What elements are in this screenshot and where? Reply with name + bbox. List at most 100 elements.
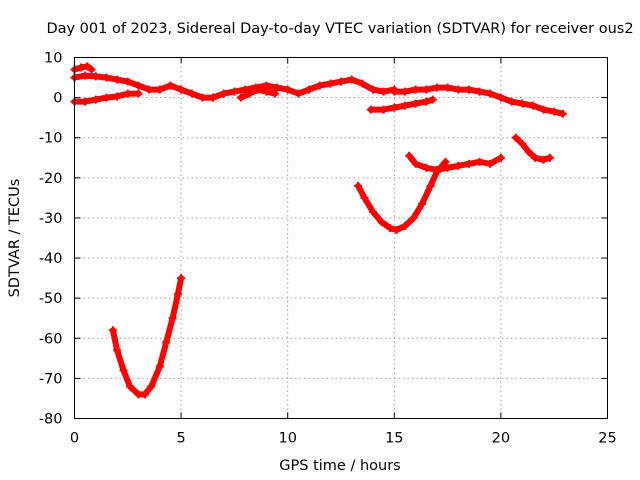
data-point (558, 109, 567, 118)
x-axis-label: GPS time / hours (279, 458, 400, 474)
data-point (528, 101, 537, 110)
data-point (475, 87, 484, 96)
data-point (166, 81, 175, 90)
data-point (379, 87, 388, 96)
data-point (354, 181, 363, 190)
data-point (496, 93, 505, 102)
data-point (358, 79, 367, 88)
y-tick-label: -10 (39, 131, 63, 147)
data-point (81, 97, 90, 106)
grid-layer (74, 57, 608, 419)
data-point (134, 89, 143, 98)
x-tick-label: 10 (278, 431, 296, 447)
data-point (411, 85, 420, 94)
x-tick-label: 5 (176, 431, 185, 447)
data-point (177, 274, 186, 283)
y-axis-label: SDTVAR / TECUs (7, 179, 23, 298)
data-point (400, 101, 409, 110)
data-point (123, 77, 132, 86)
data-point (209, 93, 218, 102)
data-point (390, 103, 399, 112)
chart-title: Day 001 of 2023, Sidereal Day-to-day VTE… (46, 21, 633, 37)
data-point (418, 199, 427, 208)
data-point (155, 362, 164, 371)
data-point (76, 63, 85, 72)
series-line-track-dip-1 (109, 275, 185, 398)
data-point (360, 193, 369, 202)
data-point (337, 77, 345, 86)
data-point (113, 92, 122, 101)
y-tick-label: 0 (53, 91, 62, 107)
plot-frame (74, 57, 608, 419)
data-point (326, 79, 335, 88)
data-point (443, 83, 452, 92)
y-tick-label: -40 (39, 251, 63, 267)
data-point (177, 85, 186, 94)
data-point (422, 85, 431, 94)
data-point (245, 89, 254, 98)
data-point (270, 89, 279, 98)
data-point (315, 81, 324, 90)
data-point (518, 139, 527, 148)
x-tick-label: 20 (492, 431, 510, 447)
data-point (230, 87, 239, 96)
data-point (486, 89, 495, 98)
data-point (422, 163, 431, 172)
data-point (531, 153, 540, 162)
data-point (507, 97, 516, 106)
data-point (273, 83, 282, 92)
data-point (475, 157, 484, 166)
data-point (411, 99, 420, 108)
data-point (405, 151, 414, 160)
y-tick-label: -80 (39, 412, 63, 428)
series-line-track-end-low (512, 134, 553, 163)
data-point (386, 223, 395, 232)
data-point (145, 85, 154, 94)
data-point (496, 153, 505, 162)
data-point (524, 147, 533, 156)
data-point (392, 225, 401, 234)
data-point (400, 221, 409, 230)
data-point (155, 85, 164, 94)
data-point (539, 105, 548, 114)
data-point (305, 85, 314, 94)
data-point (428, 95, 437, 104)
data-point (187, 89, 196, 98)
series-line-track-dip-2 (355, 158, 449, 233)
series-line-track-late-low (406, 152, 504, 173)
data-point (441, 157, 450, 166)
data-point (539, 155, 548, 164)
data-point (511, 133, 520, 142)
y-tick-label: -20 (39, 171, 63, 187)
data-point (102, 93, 111, 102)
data-point (454, 161, 463, 170)
x-tick-label: 15 (385, 431, 403, 447)
y-tick-label: -50 (39, 291, 63, 307)
data-point (91, 72, 100, 81)
data-point (400, 87, 409, 96)
data-point (294, 89, 303, 98)
data-point (368, 85, 377, 94)
data-point (545, 153, 554, 162)
tick-layer: 0 5 10 15 20 25 -80 -70 -60 -50 -40 -30 -20 -10 0 10 (39, 51, 617, 447)
data-point (454, 85, 463, 94)
data-point (432, 83, 441, 92)
data-point (102, 73, 111, 82)
data-point (432, 165, 441, 174)
y-tick-label: 10 (44, 51, 62, 67)
data-point (162, 338, 171, 347)
data-point (113, 75, 122, 84)
data-point (379, 105, 388, 114)
data-point (168, 314, 177, 323)
data-point (377, 217, 386, 226)
data-point (368, 207, 377, 216)
data-point (140, 390, 149, 399)
data-point (83, 62, 92, 71)
data-point (486, 159, 495, 168)
data-point (108, 326, 117, 335)
y-tick-label: -30 (39, 211, 63, 227)
data-point (125, 382, 134, 391)
data-point (173, 290, 182, 299)
data-point (123, 89, 132, 98)
